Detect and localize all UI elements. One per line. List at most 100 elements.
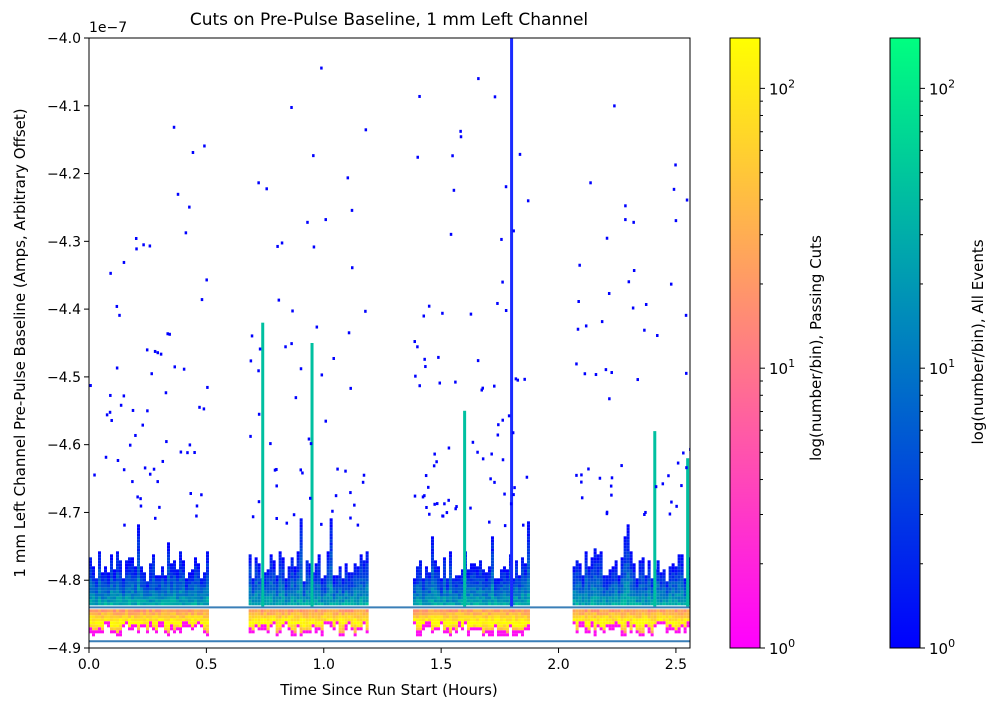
bin-all-events xyxy=(290,581,294,585)
bin-all-events xyxy=(296,560,300,564)
bin-all-events xyxy=(131,560,134,564)
bin-all-events xyxy=(578,587,582,591)
bin-all-events xyxy=(626,560,630,564)
bin-all-events xyxy=(272,596,276,600)
bin-all-events xyxy=(662,584,666,588)
bin-all-events xyxy=(95,590,98,594)
bin-passing xyxy=(599,618,603,622)
bin-passing xyxy=(104,615,107,619)
bin-all-events xyxy=(257,563,261,567)
bin-passing xyxy=(176,627,179,631)
bin-all-events xyxy=(299,566,303,570)
bin-all-events xyxy=(454,590,458,594)
bin-all-events xyxy=(137,584,140,588)
bin-all-events xyxy=(439,599,443,603)
bin-all-events xyxy=(296,566,300,570)
bin-passing xyxy=(505,621,509,625)
bin-outlier xyxy=(526,199,530,203)
bin-passing xyxy=(350,618,354,622)
bin-all-events xyxy=(659,572,663,576)
bin-all-events xyxy=(481,593,485,597)
bin-all-events xyxy=(436,569,440,573)
bin-all-events xyxy=(626,533,630,537)
bin-all-events xyxy=(460,581,464,585)
bin-outlier xyxy=(265,187,268,191)
bin-all-events xyxy=(581,587,585,591)
bin-all-events xyxy=(158,593,161,597)
bin-passing xyxy=(620,612,624,616)
bin-passing xyxy=(110,624,113,628)
bin-all-events xyxy=(143,575,146,579)
bin-passing xyxy=(338,624,342,628)
bin-passing xyxy=(641,612,645,616)
bin-all-events xyxy=(650,593,654,597)
bin-all-events xyxy=(296,563,300,567)
bin-all-events xyxy=(308,572,312,576)
bin-all-events xyxy=(131,575,134,579)
bin-passing xyxy=(119,609,122,613)
bin-passing xyxy=(167,624,170,628)
bin-all-events xyxy=(317,560,321,564)
bin-all-events xyxy=(338,596,342,600)
bin-all-events xyxy=(668,602,672,606)
bin-passing xyxy=(311,624,315,628)
bin-all-events xyxy=(526,581,530,585)
bin-all-events xyxy=(110,596,113,600)
bin-all-events xyxy=(605,593,609,597)
bin-all-events xyxy=(415,572,419,576)
bin-all-events xyxy=(146,596,149,600)
bin-all-events xyxy=(496,581,500,585)
bin-passing xyxy=(134,615,137,619)
bin-all-events xyxy=(674,599,678,603)
bin-passing xyxy=(415,615,419,619)
bin-all-events xyxy=(347,584,351,588)
bin-all-events xyxy=(248,584,252,588)
bin-all-events xyxy=(499,569,503,573)
bin-passing xyxy=(599,615,603,619)
bin-all-events xyxy=(257,575,261,579)
bin-passing xyxy=(155,627,158,631)
bin-passing xyxy=(620,627,624,631)
bin-passing xyxy=(626,621,630,625)
bin-all-events xyxy=(581,584,585,588)
bin-all-events xyxy=(602,596,606,600)
bin-passing xyxy=(572,621,576,625)
bin-all-events xyxy=(191,590,194,594)
bin-all-events xyxy=(620,566,624,570)
bin-all-events xyxy=(433,569,437,573)
bin-passing xyxy=(511,615,515,619)
bin-all-events xyxy=(353,596,357,600)
bin-all-events xyxy=(638,572,642,576)
colorbar-passing-gradient xyxy=(729,37,761,649)
bin-outlier xyxy=(605,510,609,514)
bin-all-events xyxy=(257,596,261,600)
bin-all-events xyxy=(152,584,155,588)
bin-all-events xyxy=(326,554,330,558)
bin-all-events xyxy=(167,554,170,558)
bin-all-events xyxy=(314,575,318,579)
bin-passing xyxy=(412,609,416,613)
bin-all-events xyxy=(149,566,152,570)
bin-all-events xyxy=(641,569,645,573)
bin-all-events xyxy=(278,557,282,561)
bin-passing xyxy=(302,609,306,613)
bin-passing xyxy=(445,621,449,625)
bin-all-events xyxy=(155,596,158,600)
bin-passing xyxy=(502,621,506,625)
bin-outlier xyxy=(521,523,525,527)
bin-passing xyxy=(338,612,342,616)
bin-passing xyxy=(581,609,585,613)
bin-all-events xyxy=(326,572,330,576)
bin-passing xyxy=(478,612,482,616)
bin-all-events xyxy=(140,569,143,573)
bin-passing xyxy=(454,618,458,622)
bin-all-events xyxy=(134,569,137,573)
bin-all-events xyxy=(608,599,612,603)
bin-passing xyxy=(608,627,612,631)
bin-passing xyxy=(161,609,164,613)
bin-all-events xyxy=(140,590,143,594)
bin-passing xyxy=(599,612,603,616)
bin-all-events xyxy=(95,578,98,582)
bin-passing xyxy=(430,630,434,634)
bin-passing xyxy=(155,618,158,622)
